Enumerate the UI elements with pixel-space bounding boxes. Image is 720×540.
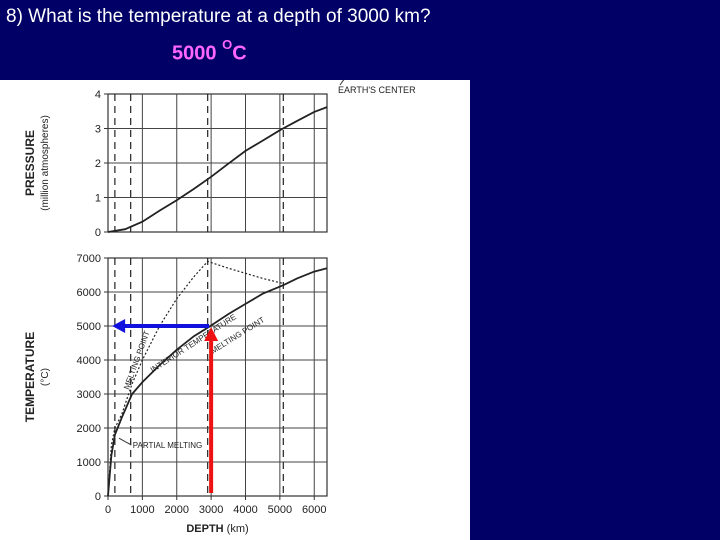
temperature-arrow-head	[112, 319, 126, 333]
partial-melting-pointer	[118, 437, 132, 446]
temperature-ylabel: TEMPERATURE	[23, 332, 37, 422]
answer-degree-mark: O	[222, 37, 233, 52]
earth-center-pointer	[339, 80, 345, 86]
xtick-label: 1000	[130, 504, 154, 516]
question-text: 8) What is the temperature at a depth of…	[6, 6, 431, 27]
xtick-label: 0	[105, 504, 111, 516]
pressure-ylabel-unit: (million atmospheres)	[40, 115, 51, 211]
temperature-plot-frame	[107, 257, 328, 497]
depth-charts-svg: 0 1 2 3 4 PRESSURE (million atmospheres) 0 1000…	[23, 80, 416, 535]
temperature-ytick-label: 6000	[77, 287, 101, 299]
pressure-series-line-0	[107, 106, 328, 233]
answer-text: 5000 OC	[172, 37, 247, 66]
xtick-label: 4000	[233, 504, 257, 516]
temperature-series-solid-0	[107, 267, 328, 497]
pressure-ylabel: PRESSURE	[23, 130, 37, 196]
depth-chart-figure: 0 1 2 3 4 PRESSURE (million atmospheres) 0 1000…	[0, 80, 470, 540]
xaxis-label: DEPTH (km)	[186, 523, 248, 535]
xaxis-label-unit: (km)	[224, 523, 249, 535]
pressure-ytick-label: 0	[95, 227, 101, 239]
temperature-ytick-label: 5000	[77, 321, 101, 333]
answer-arrows	[112, 319, 219, 493]
earth-center-label: EARTH'S CENTER	[338, 85, 416, 95]
temperature-ytick-label: 4000	[77, 355, 101, 367]
xtick-label: 2000	[165, 504, 189, 516]
temperature-ytick-label: 0	[95, 491, 101, 503]
partial-melting-label: PARTIAL MELTING	[133, 441, 203, 450]
temperature-series-dotted-1	[107, 260, 284, 497]
temperature-ytick-label: 1000	[77, 457, 101, 469]
temperature-ylabel-unit: (°C)	[40, 368, 51, 386]
pressure-ytick-label: 4	[95, 89, 101, 101]
xaxis-label-main: DEPTH	[186, 523, 223, 535]
depth-arrow-head	[204, 327, 219, 341]
temperature-ytick-label: 2000	[77, 423, 101, 435]
temperature-ytick-label: 7000	[77, 253, 101, 265]
pressure-ytick-label: 2	[95, 158, 101, 170]
temperature-chart: 0 1000 2000 3000 4000 5000 6000 7000 TEMPERATURE…	[23, 253, 328, 535]
temperature-ytick-label: 3000	[77, 389, 101, 401]
xtick-label: 6000	[302, 504, 326, 516]
answer-value: 5000	[172, 42, 217, 65]
xtick-label: 5000	[268, 504, 292, 516]
pressure-ytick-label: 1	[95, 193, 101, 205]
pressure-chart: 0 1 2 3 4 PRESSURE (million atmospheres)	[23, 89, 328, 239]
answer-unit: C	[232, 42, 247, 65]
xtick-label: 3000	[199, 504, 223, 516]
pressure-ytick-label: 3	[95, 124, 101, 136]
